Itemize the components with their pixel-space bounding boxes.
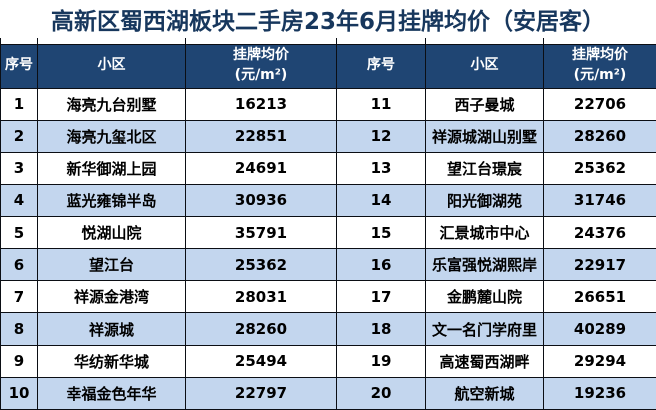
header-no-right: 序号	[336, 43, 426, 89]
cell-no-right: 19	[336, 344, 426, 378]
cell-community-left: 望江台	[37, 248, 186, 282]
cell-community-left: 祥源金港湾	[37, 280, 186, 314]
cell-community-left: 海亮九玺北区	[37, 119, 186, 153]
table-row: 1 海亮九台别墅 16213 11 西子曼城 22706	[0, 87, 656, 121]
cell-no-right: 18	[336, 312, 426, 346]
cell-price-left: 28260	[185, 312, 337, 346]
cell-community-right: 阳光御湖苑	[425, 183, 544, 218]
cell-community-left: 华纺新华城	[37, 344, 186, 378]
cell-price-left: 22851	[185, 119, 337, 153]
cell-no-right: 17	[336, 280, 426, 314]
table-row: 6 望江台 25362 16 乐富强悦湖熙岸 22917	[0, 248, 656, 282]
cell-price-right: 24376	[543, 216, 656, 250]
header-no-left: 序号	[0, 43, 38, 89]
cell-price-right: 22917	[543, 248, 656, 282]
table-row: 7 祥源金港湾 28031 17 金鹏麓山院 26651	[0, 280, 656, 314]
cell-no-left: 3	[0, 151, 38, 185]
cell-no-left: 1	[0, 87, 38, 121]
cell-community-right: 西子曼城	[425, 87, 544, 121]
header-price-left: 挂牌均价 (元/m²)	[185, 43, 337, 89]
cell-price-right: 25362	[543, 151, 656, 185]
cell-no-right: 20	[336, 376, 426, 410]
header-community-left: 小区	[37, 43, 186, 89]
cell-price-right: 19236	[543, 376, 656, 410]
table-head: 序号 小区 挂牌均价 (元/m²) 序号 小区 挂牌均价 (元/m²)	[0, 38, 656, 89]
cell-no-left: 5	[0, 216, 38, 250]
cell-community-right: 航空新城	[425, 376, 544, 410]
cell-no-right: 16	[336, 248, 426, 282]
table-row: 2 海亮九玺北区 22851 12 祥源城湖山别墅 28260	[0, 119, 656, 153]
cell-price-right: 40289	[543, 312, 656, 346]
cell-no-right: 14	[336, 183, 426, 218]
cell-community-right: 文一名门学府里	[425, 312, 544, 346]
cell-no-left: 7	[0, 280, 38, 314]
table-row: 10 幸福金色年华 22797 20 航空新城 19236	[0, 376, 656, 410]
cell-no-right: 12	[336, 119, 426, 153]
cell-price-right: 26651	[543, 280, 656, 314]
cell-price-left: 24691	[185, 151, 337, 185]
spacer-row	[0, 38, 656, 45]
cell-community-right: 祥源城湖山别墅	[425, 119, 544, 153]
table-row: 9 华纺新华城 25494 19 高速蜀西湖畔 29294	[0, 344, 656, 378]
table-row: 8 祥源城 28260 18 文一名门学府里 40289	[0, 312, 656, 346]
cell-price-left: 22797	[185, 376, 337, 410]
cell-no-left: 8	[0, 312, 38, 346]
cell-price-left: 35791	[185, 216, 337, 250]
cell-price-left: 16213	[185, 87, 337, 121]
cell-no-right: 13	[336, 151, 426, 185]
cell-no-left: 2	[0, 119, 38, 153]
cell-no-left: 4	[0, 183, 38, 218]
cell-no-left: 6	[0, 248, 38, 282]
header-community-right: 小区	[425, 43, 544, 89]
cell-community-right: 乐富强悦湖熙岸	[425, 248, 544, 282]
cell-price-right: 29294	[543, 344, 656, 378]
table-row: 3 新华御湖上园 24691 13 望江台璟宸 25362	[0, 151, 656, 185]
cell-no-right: 15	[336, 216, 426, 250]
cell-price-left: 25362	[185, 248, 337, 282]
header-row: 序号 小区 挂牌均价 (元/m²) 序号 小区 挂牌均价 (元/m²)	[0, 43, 656, 89]
cell-community-left: 新华御湖上园	[37, 151, 186, 185]
cell-price-left: 25494	[185, 344, 337, 378]
cell-price-left: 30936	[185, 183, 337, 218]
cell-price-right: 31746	[543, 183, 656, 218]
page-title: 高新区蜀西湖板块二手房23年6月挂牌均价（安居客）	[50, 9, 605, 35]
cell-community-right: 汇景城市中心	[425, 216, 544, 250]
cell-community-left: 海亮九台别墅	[37, 87, 186, 121]
cell-community-right: 望江台璟宸	[425, 151, 544, 185]
cell-community-right: 金鹏麓山院	[425, 280, 544, 314]
cell-community-left: 蓝光雍锦半岛	[37, 183, 186, 218]
cell-price-right: 28260	[543, 119, 656, 153]
cell-community-right: 高速蜀西湖畔	[425, 344, 544, 378]
cell-no-left: 9	[0, 344, 38, 378]
cell-no-left: 10	[0, 376, 38, 410]
cell-price-right: 22706	[543, 87, 656, 121]
cell-price-left: 28031	[185, 280, 337, 314]
header-price-right: 挂牌均价 (元/m²)	[543, 43, 656, 89]
table-row: 5 悦湖山院 35791 15 汇景城市中心 24376	[0, 216, 656, 250]
cell-community-left: 悦湖山院	[37, 216, 186, 250]
cell-community-left: 幸福金色年华	[37, 376, 186, 410]
table-body: 1 海亮九台别墅 16213 11 西子曼城 22706 2 海亮九玺北区 22…	[0, 87, 656, 410]
table-row: 4 蓝光雍锦半岛 30936 14 阳光御湖苑 31746	[0, 183, 656, 218]
price-table: 序号 小区 挂牌均价 (元/m²) 序号 小区 挂牌均价 (元/m²) 1 海亮…	[0, 38, 656, 410]
cell-community-left: 祥源城	[37, 312, 186, 346]
cell-no-right: 11	[336, 87, 426, 121]
